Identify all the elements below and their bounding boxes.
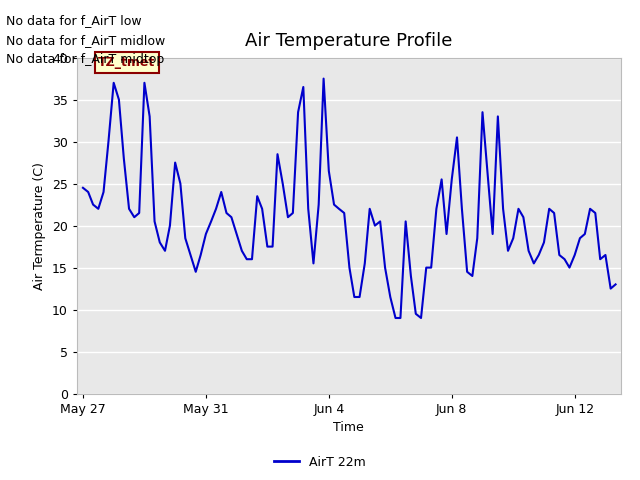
Text: TZ_tmet: TZ_tmet <box>99 56 156 69</box>
Text: No data for f_AirT low: No data for f_AirT low <box>6 14 142 27</box>
Title: Air Temperature Profile: Air Temperature Profile <box>245 33 452 50</box>
X-axis label: Time: Time <box>333 421 364 434</box>
Y-axis label: Air Termperature (C): Air Termperature (C) <box>33 162 46 289</box>
Text: No data for f_AirT midlow: No data for f_AirT midlow <box>6 34 166 47</box>
Legend: AirT 22m: AirT 22m <box>269 451 371 474</box>
Text: No data for f_AirT midtop: No data for f_AirT midtop <box>6 53 164 66</box>
